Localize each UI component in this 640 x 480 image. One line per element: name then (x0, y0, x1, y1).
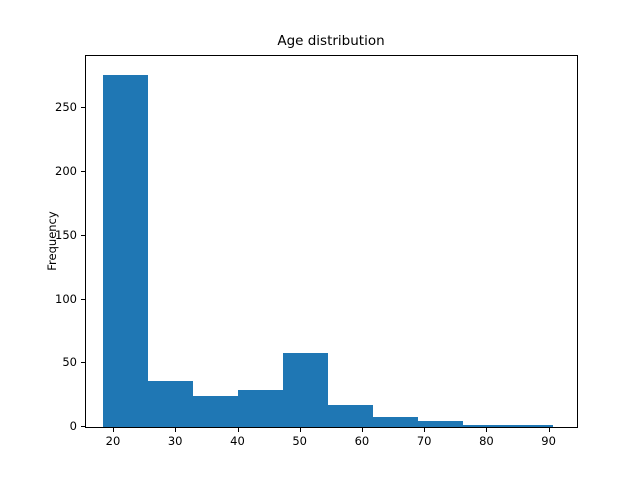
x-tick-label: 40 (230, 434, 245, 448)
x-tick-mark (424, 428, 426, 432)
histogram-bar (418, 420, 464, 427)
histogram-bar (103, 75, 149, 427)
x-tick-mark (548, 428, 550, 432)
plot-area (85, 55, 578, 428)
y-tick-mark (81, 298, 85, 300)
histogram-bar (508, 424, 554, 427)
x-tick-mark (486, 428, 488, 432)
y-tick-mark (81, 171, 85, 172)
y-tick-mark (81, 362, 85, 364)
histogram-bar (373, 416, 419, 427)
histogram-bar (463, 424, 509, 427)
x-tick-label: 50 (292, 434, 307, 448)
histogram-bar (238, 390, 284, 427)
histogram-bar (148, 381, 194, 427)
chart-title: Age distribution (277, 33, 385, 49)
x-tick-label: 90 (541, 434, 556, 448)
y-tick-mark (81, 426, 85, 427)
bars-layer (86, 56, 577, 427)
x-tick-mark (175, 428, 177, 432)
y-tick-label: 0 (69, 419, 77, 433)
x-tick-mark (361, 428, 363, 432)
histogram-bar (283, 353, 329, 427)
x-tick-label: 70 (416, 434, 432, 448)
x-tick-label: 30 (167, 434, 183, 448)
y-tick-mark (81, 234, 85, 236)
y-tick-label: 250 (55, 100, 77, 115)
y-tick-label: 50 (62, 355, 77, 370)
x-tick-mark (113, 428, 114, 432)
x-tick-label: 80 (479, 434, 494, 448)
y-tick-label: 100 (55, 291, 77, 306)
y-tick-label: 150 (55, 227, 77, 242)
histogram-bar (193, 396, 239, 427)
y-tick-label: 200 (55, 164, 77, 178)
x-tick-label: 60 (354, 434, 370, 448)
x-tick-label: 20 (105, 434, 121, 448)
x-tick-mark (299, 428, 301, 432)
histogram-bar (328, 405, 374, 427)
y-tick-mark (81, 107, 85, 109)
x-tick-mark (237, 428, 239, 432)
